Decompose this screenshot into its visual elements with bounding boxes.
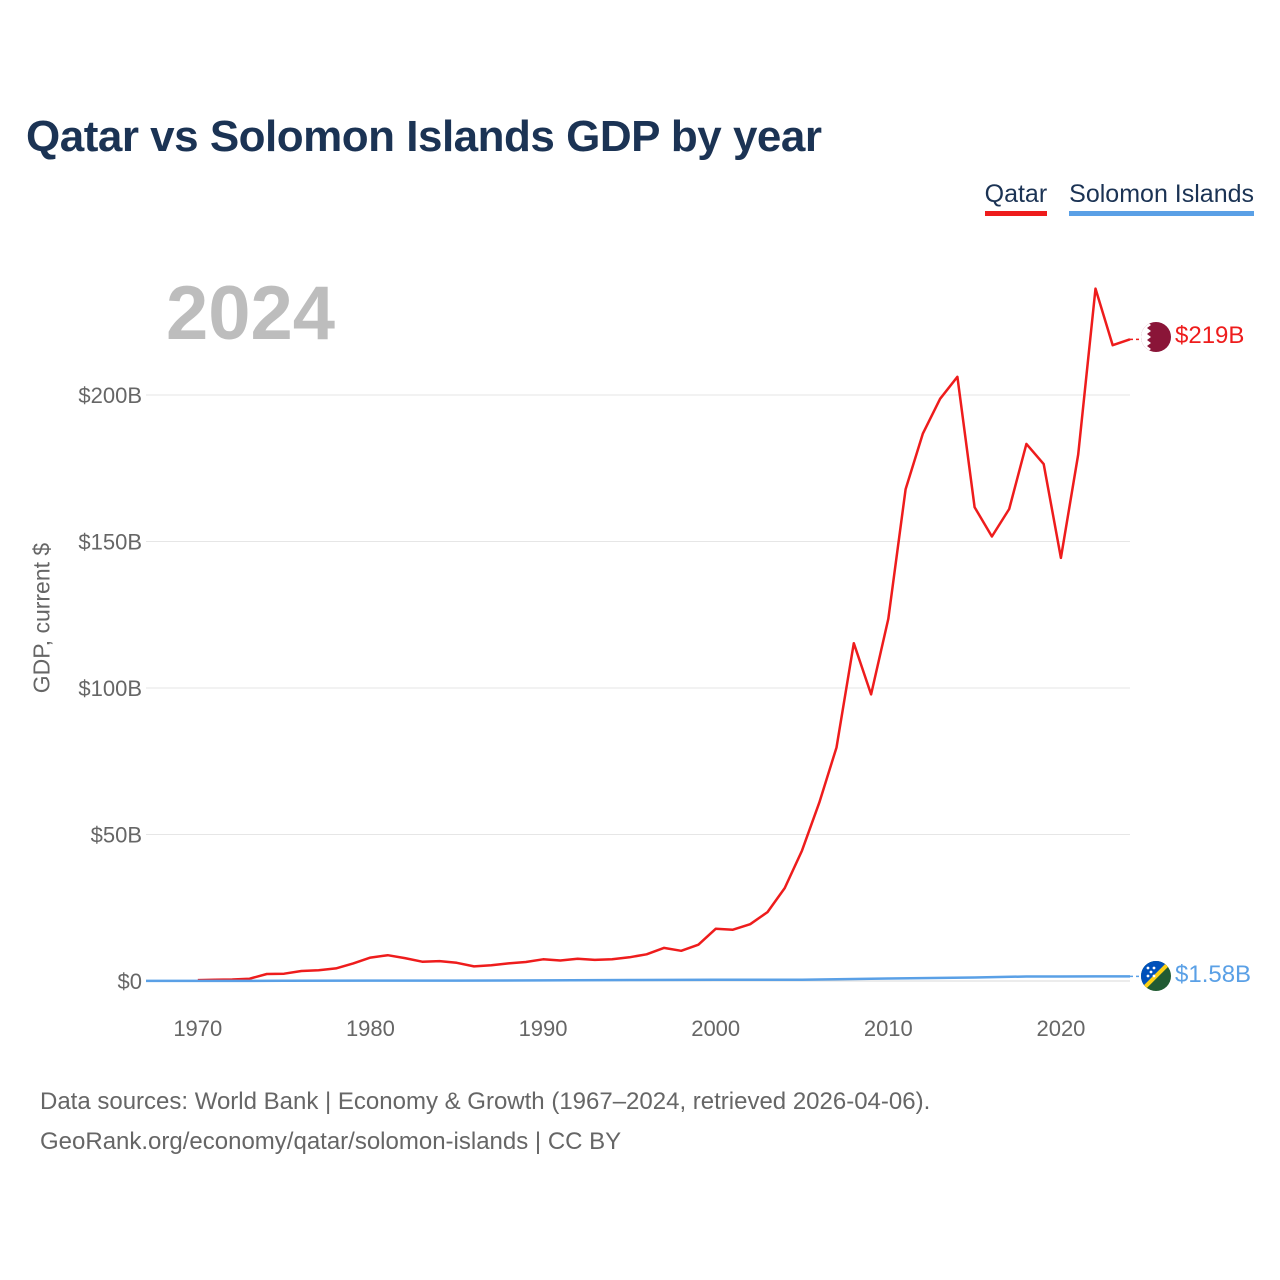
qatar-end-value-label: $219B bbox=[1175, 322, 1244, 349]
legend: Qatar Solomon Islands bbox=[984, 180, 1254, 216]
series-line-solomon-islands[interactable] bbox=[146, 975, 1130, 983]
solomon-end-value-label: $1.58B bbox=[1175, 961, 1251, 988]
y-tick-label: $200B bbox=[78, 383, 142, 408]
y-tick-label: $0 bbox=[118, 969, 142, 994]
series-line-qatar[interactable] bbox=[197, 287, 1131, 982]
x-tick-label: 1970 bbox=[173, 1016, 222, 1041]
solomon-islands-flag-icon bbox=[1141, 961, 1171, 991]
legend-item-qatar[interactable]: Qatar bbox=[984, 180, 1048, 216]
source-note: Data sources: World Bank | Economy & Gro… bbox=[40, 1082, 930, 1162]
source-line-1: Data sources: World Bank | Economy & Gro… bbox=[40, 1088, 931, 1115]
source-line-2[interactable]: GeoRank.org/economy/qatar/solomon-island… bbox=[40, 1128, 622, 1155]
qatar-flag-icon bbox=[1141, 322, 1171, 352]
y-tick-label: $100B bbox=[78, 676, 142, 701]
x-tick-label: 2020 bbox=[1036, 1016, 1085, 1041]
x-tick-label: 1980 bbox=[346, 1016, 395, 1041]
legend-item-solomon-islands[interactable]: Solomon Islands bbox=[1069, 180, 1254, 216]
year-watermark: 2024 bbox=[166, 271, 336, 356]
x-tick-label: 1990 bbox=[519, 1016, 568, 1041]
y-tick-label: $50B bbox=[91, 823, 142, 848]
chart-title: Qatar vs Solomon Islands GDP by year bbox=[26, 112, 822, 161]
y-tick-label: $150B bbox=[78, 530, 142, 555]
x-tick-label: 2000 bbox=[691, 1016, 740, 1041]
x-tick-label: 2010 bbox=[864, 1016, 913, 1041]
